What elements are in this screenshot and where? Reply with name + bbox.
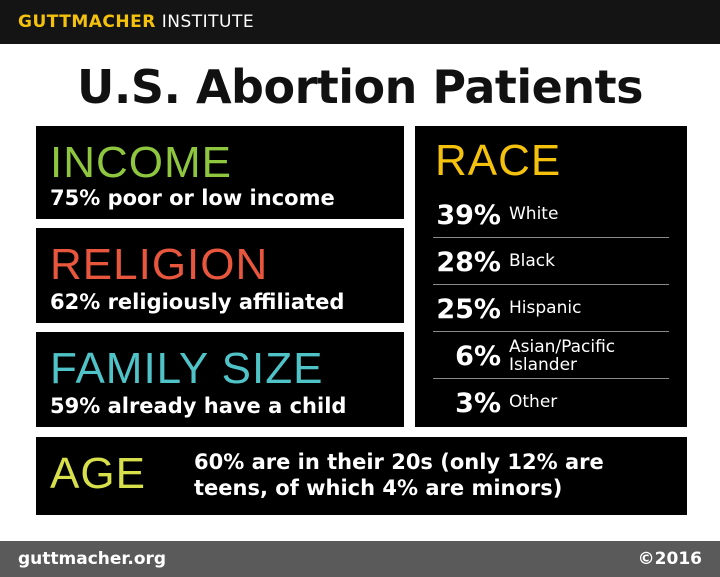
race-label: Black — [509, 251, 555, 271]
top-bar: GUTTMACHER INSTITUTE — [0, 0, 720, 44]
footer-site-link[interactable]: guttmacher.org — [18, 549, 167, 569]
brand-bold: GUTTMACHER — [18, 12, 156, 32]
row-divider — [433, 378, 669, 379]
race-label: Hispanic — [509, 298, 582, 318]
footer-bar: guttmacher.org ©2016 — [0, 541, 720, 577]
brand-logo: GUTTMACHER INSTITUTE — [18, 12, 254, 32]
religion-stat: 62% religiously affiliated — [50, 290, 345, 314]
race-row-other: 3% Other — [433, 380, 669, 426]
race-row-asian-pacific-islander: 6% Asian/Pacific Islander — [433, 333, 669, 379]
religion-panel: RELIGION 62% religiously affiliated — [36, 228, 404, 323]
income-stat: 75% poor or low income — [50, 186, 335, 210]
family-size-heading: FAMILY SIZE — [50, 344, 324, 393]
race-row-black: 28% Black — [433, 239, 669, 285]
row-divider — [433, 331, 669, 332]
race-heading: RACE — [435, 136, 562, 185]
race-label: Asian/Pacific Islander — [509, 337, 616, 375]
race-pct: 39% — [436, 200, 501, 231]
income-heading: INCOME — [50, 138, 232, 187]
brand-rest: INSTITUTE — [155, 12, 255, 32]
age-panel: AGE 60% are in their 20s (only 12% are t… — [36, 437, 687, 515]
race-pct: 3% — [455, 388, 501, 419]
race-pct: 28% — [436, 247, 501, 278]
age-heading: AGE — [50, 449, 146, 498]
race-row-white: 39% White — [433, 192, 669, 238]
family-size-panel: FAMILY SIZE 59% already have a child — [36, 332, 404, 427]
page-title: U.S. Abortion Patients — [77, 60, 643, 114]
race-pct: 6% — [455, 341, 501, 372]
row-divider — [433, 237, 669, 238]
race-label: Other — [509, 392, 558, 412]
family-size-stat: 59% already have a child — [50, 394, 347, 418]
religion-heading: RELIGION — [50, 240, 269, 289]
age-stat: 60% are in their 20s (only 12% are teens… — [194, 450, 604, 500]
footer-copyright: ©2016 — [637, 549, 702, 569]
race-row-hispanic: 25% Hispanic — [433, 286, 669, 332]
race-pct: 25% — [436, 294, 501, 325]
income-panel: INCOME 75% poor or low income — [36, 126, 404, 219]
race-panel: RACE 39% White 28% Black 25% Hispanic 6%… — [415, 126, 687, 427]
race-label: White — [509, 204, 559, 224]
row-divider — [433, 284, 669, 285]
